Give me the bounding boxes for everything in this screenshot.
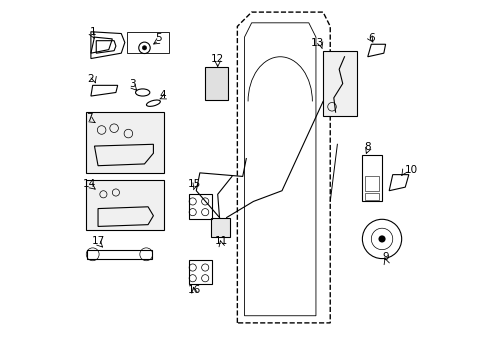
- Text: 1: 1: [89, 27, 96, 37]
- Text: 15: 15: [187, 179, 201, 189]
- Bar: [364, 193, 378, 200]
- Bar: [205, 67, 228, 100]
- Text: 17: 17: [91, 236, 104, 246]
- Text: 4: 4: [159, 90, 165, 100]
- Text: 10: 10: [405, 165, 418, 175]
- Text: 7: 7: [85, 113, 92, 123]
- FancyBboxPatch shape: [85, 180, 164, 230]
- Text: 3: 3: [128, 79, 135, 89]
- Circle shape: [142, 46, 146, 50]
- FancyBboxPatch shape: [323, 51, 356, 116]
- Text: 16: 16: [187, 284, 201, 294]
- Text: 2: 2: [87, 74, 94, 84]
- Text: 6: 6: [367, 33, 374, 43]
- Text: 5: 5: [155, 33, 162, 43]
- Text: 8: 8: [364, 141, 370, 152]
- Circle shape: [378, 235, 385, 243]
- Text: 11: 11: [214, 236, 227, 246]
- FancyBboxPatch shape: [85, 112, 164, 173]
- Bar: [210, 217, 230, 237]
- Bar: [364, 176, 378, 191]
- Text: 12: 12: [211, 54, 224, 64]
- Text: 9: 9: [382, 252, 388, 262]
- Text: 14: 14: [82, 179, 96, 189]
- Text: 13: 13: [310, 38, 324, 48]
